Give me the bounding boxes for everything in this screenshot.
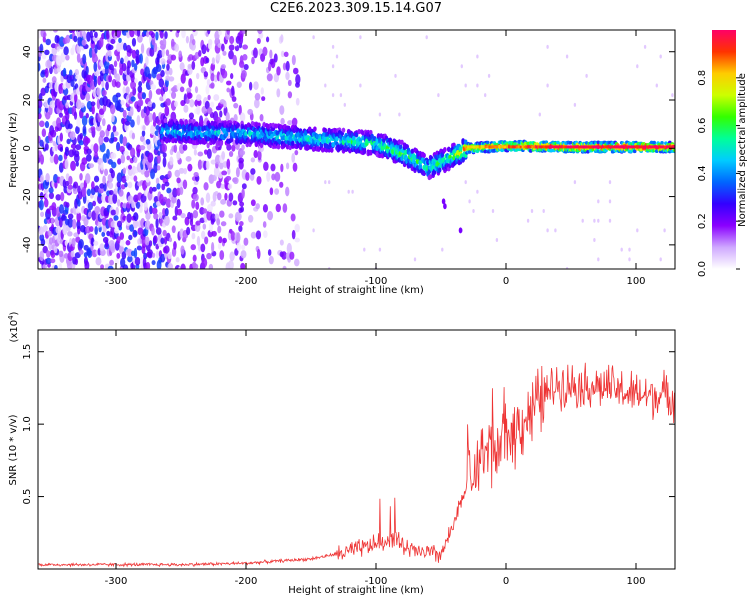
snr-y-tick-label: 0.5	[22, 489, 33, 505]
spectrogram-y-tick-label: 20	[22, 94, 33, 107]
spectrogram-x-tick-label: 100	[626, 276, 645, 287]
snr-x-tick-label: -300	[105, 576, 128, 587]
colorbar-tick-label: 0.6	[697, 118, 708, 134]
snr-panel: -300 -200 -100 0 100 0.5 1.0 1.5 Height of stra…	[7, 311, 676, 596]
snr-y-tick-label: 1.0	[22, 416, 33, 432]
spectrogram-cells	[38, 30, 675, 269]
spectrogram-y-tick-label: 40	[22, 45, 33, 58]
figure-title: C2E6.2023.309.15.14.G07	[269, 1, 443, 16]
snr-x-tick-label: -200	[235, 576, 258, 587]
snr-x-label: Height of straight line (km)	[288, 585, 424, 596]
snr-y-label: SNR (10 * v/v)	[8, 414, 19, 485]
colorbar-label: Normalized spectral amplitude	[737, 73, 748, 227]
spectrogram-x-tick-label: -300	[105, 276, 128, 287]
colorbar-tick-label: 0.8	[697, 70, 708, 86]
snr-x-tick-label: 0	[503, 576, 509, 587]
spectrogram-y-tick-label: -20	[22, 188, 33, 204]
snr-background	[38, 330, 675, 569]
spectrogram-x-tick-label: -200	[235, 276, 258, 287]
snr-series-line	[38, 362, 675, 568]
spectrogram-y-tick-label: 0	[22, 145, 33, 151]
snr-x-tick-label: -100	[365, 576, 388, 587]
snr-frame	[37, 329, 676, 570]
colorbar-ticks: 0.0 0.2 0.4 0.6 0.8	[697, 70, 740, 277]
snr-y-tick-label: 1.5	[22, 344, 33, 360]
snr-ticks: -300 -200 -100 0 100 0.5 1.0 1.5	[22, 330, 675, 587]
spectrogram-x-tick-label: 0	[503, 276, 509, 287]
colorbar-tick-label: 0.4	[697, 165, 708, 181]
spectrogram-x-tick-label: -100	[365, 276, 388, 287]
snr-y-scale: (x104)	[7, 311, 20, 342]
spectrogram-frame	[37, 29, 676, 270]
colorbar-tick-label: 0.2	[697, 213, 708, 229]
spectrogram-y-tick-label: -40	[22, 237, 33, 253]
colorbar-gradient	[712, 30, 736, 269]
colorbar: 0.0 0.2 0.4 0.6 0.8 Normalized spectral ampl…	[697, 30, 748, 277]
spectrogram-x-label: Height of straight line (km)	[288, 285, 424, 296]
spectrogram-y-label: Frequency (Hz)	[8, 112, 19, 188]
snr-x-tick-label: 100	[626, 576, 645, 587]
colorbar-tick-label: 0.0	[697, 261, 708, 277]
